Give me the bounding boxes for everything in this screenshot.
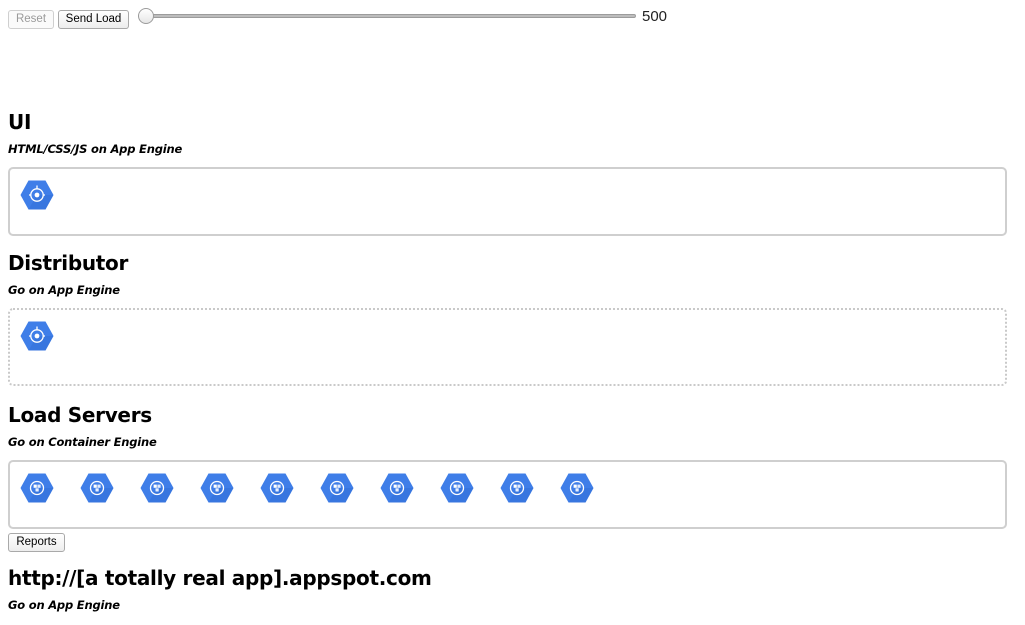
app-section-title: http://[a totally real app].appspot.com: [8, 566, 432, 590]
ui-instances-panel: [8, 167, 1007, 236]
slider-value: 500: [642, 8, 667, 26]
container-engine-icon: [380, 473, 414, 503]
slider-track[interactable]: [138, 14, 636, 18]
distributor-instances-panel: [8, 308, 1007, 386]
distributor-section-title: Distributor: [8, 251, 128, 275]
container-engine-icon: [440, 473, 474, 503]
container-engine-icon: [200, 473, 234, 503]
container-engine-icon: [560, 473, 594, 503]
load-slider[interactable]: [138, 8, 636, 26]
container-engine-icon: [260, 473, 294, 503]
slider-thumb[interactable]: [138, 8, 154, 24]
container-engine-icon: [320, 473, 354, 503]
reset-button[interactable]: Reset: [8, 10, 54, 29]
container-engine-icon: [80, 473, 114, 503]
container-engine-icon: [20, 473, 54, 503]
toolbar: Reset Send Load 500: [8, 8, 708, 30]
reports-button[interactable]: Reports: [8, 533, 65, 552]
load-servers-section-subtitle: Go on Container Engine: [8, 435, 157, 449]
load-servers-instances-panel: [8, 460, 1007, 529]
container-engine-icon: [500, 473, 534, 503]
distributor-section-subtitle: Go on App Engine: [8, 283, 120, 297]
app-engine-icon: [20, 321, 54, 351]
app-section-subtitle: Go on App Engine: [8, 598, 120, 612]
ui-section-title: UI: [8, 110, 31, 134]
load-servers-section-title: Load Servers: [8, 403, 152, 427]
container-engine-icon: [140, 473, 174, 503]
send-load-button[interactable]: Send Load: [58, 10, 129, 29]
app-engine-icon: [20, 180, 54, 210]
ui-section-subtitle: HTML/CSS/JS on App Engine: [8, 142, 182, 156]
